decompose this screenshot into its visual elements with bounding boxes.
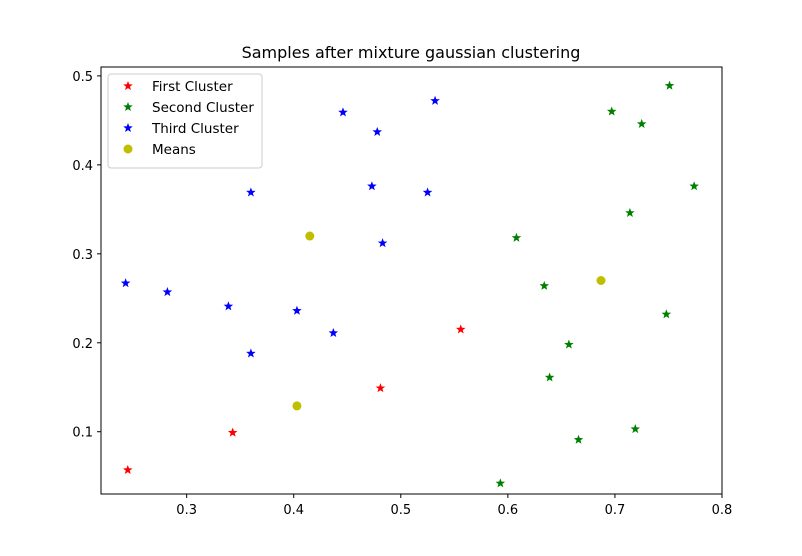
- cluster-1-point: [456, 324, 466, 334]
- cluster-2-point: [573, 434, 584, 444]
- cluster-2-point: [630, 424, 641, 434]
- y-tick-label: 0.5: [72, 70, 93, 85]
- cluster-2-point: [636, 118, 647, 128]
- cluster-3-point: [372, 126, 382, 136]
- chart-title: Samples after mixture gaussian clusterin…: [242, 43, 581, 62]
- x-tick-label: 0.8: [712, 503, 733, 518]
- data-points: [120, 80, 699, 488]
- cluster-3-point: [422, 187, 433, 197]
- cluster-3-point: [162, 287, 173, 297]
- cluster-2-point: [661, 309, 672, 319]
- cluster-3-point: [328, 327, 339, 338]
- cluster-2-point: [564, 339, 574, 349]
- cluster-2-point: [606, 106, 617, 116]
- cluster-3-point: [377, 238, 388, 248]
- legend-marker: [123, 102, 133, 112]
- legend-marker: [123, 144, 133, 154]
- x-tick-label: 0.4: [283, 503, 304, 518]
- legend-label: First Cluster: [152, 79, 233, 95]
- x-tick-label: 0.6: [498, 503, 519, 518]
- x-tick-label: 0.5: [390, 503, 411, 518]
- y-tick-label: 0.4: [72, 159, 93, 174]
- axes: 0.3 0.4 0.5 0.6 0.7 0.8 0.1 0.2 0.3 0.4 0.5: [72, 66, 733, 518]
- x-tick-label: 0.3: [176, 503, 197, 518]
- cluster-1-point: [227, 427, 238, 437]
- cluster-3-point: [246, 348, 256, 358]
- legend-label: Third Cluster: [151, 121, 239, 137]
- cluster-2-point: [511, 232, 522, 242]
- x-tick-label: 0.7: [605, 503, 626, 518]
- cluster-3-point: [246, 187, 256, 197]
- y-tick-label: 0.3: [72, 248, 93, 263]
- mean-point: [596, 276, 606, 285]
- cluster-3-point: [338, 107, 348, 117]
- legend-label: Means: [152, 142, 196, 158]
- cluster-3-point: [367, 181, 377, 191]
- cluster-3-point: [292, 305, 302, 315]
- cluster-1-point: [123, 464, 133, 475]
- cluster-3-point: [430, 95, 440, 105]
- mean-point: [305, 231, 315, 241]
- cluster-2-point: [625, 207, 635, 217]
- plot-frame: [100, 66, 723, 495]
- y-tick-label: 0.1: [72, 426, 93, 441]
- legend-label: Second Cluster: [152, 100, 254, 116]
- cluster-2-point: [539, 280, 550, 290]
- legend-box: [107, 73, 263, 169]
- cluster-3-point: [223, 301, 234, 311]
- cluster-2-point: [495, 478, 506, 488]
- legend-marker: [123, 123, 133, 133]
- cluster-1-point: [375, 383, 386, 393]
- cluster-2-point: [689, 181, 699, 191]
- legend: First Cluster Second Cluster Third Cluster…: [107, 73, 263, 169]
- cluster-2-point: [664, 80, 675, 90]
- legend-marker: [123, 81, 133, 91]
- cluster-2-point: [544, 372, 555, 382]
- cluster-3-point: [120, 278, 131, 288]
- mean-point: [292, 401, 302, 411]
- y-tick-label: 0.2: [72, 337, 93, 352]
